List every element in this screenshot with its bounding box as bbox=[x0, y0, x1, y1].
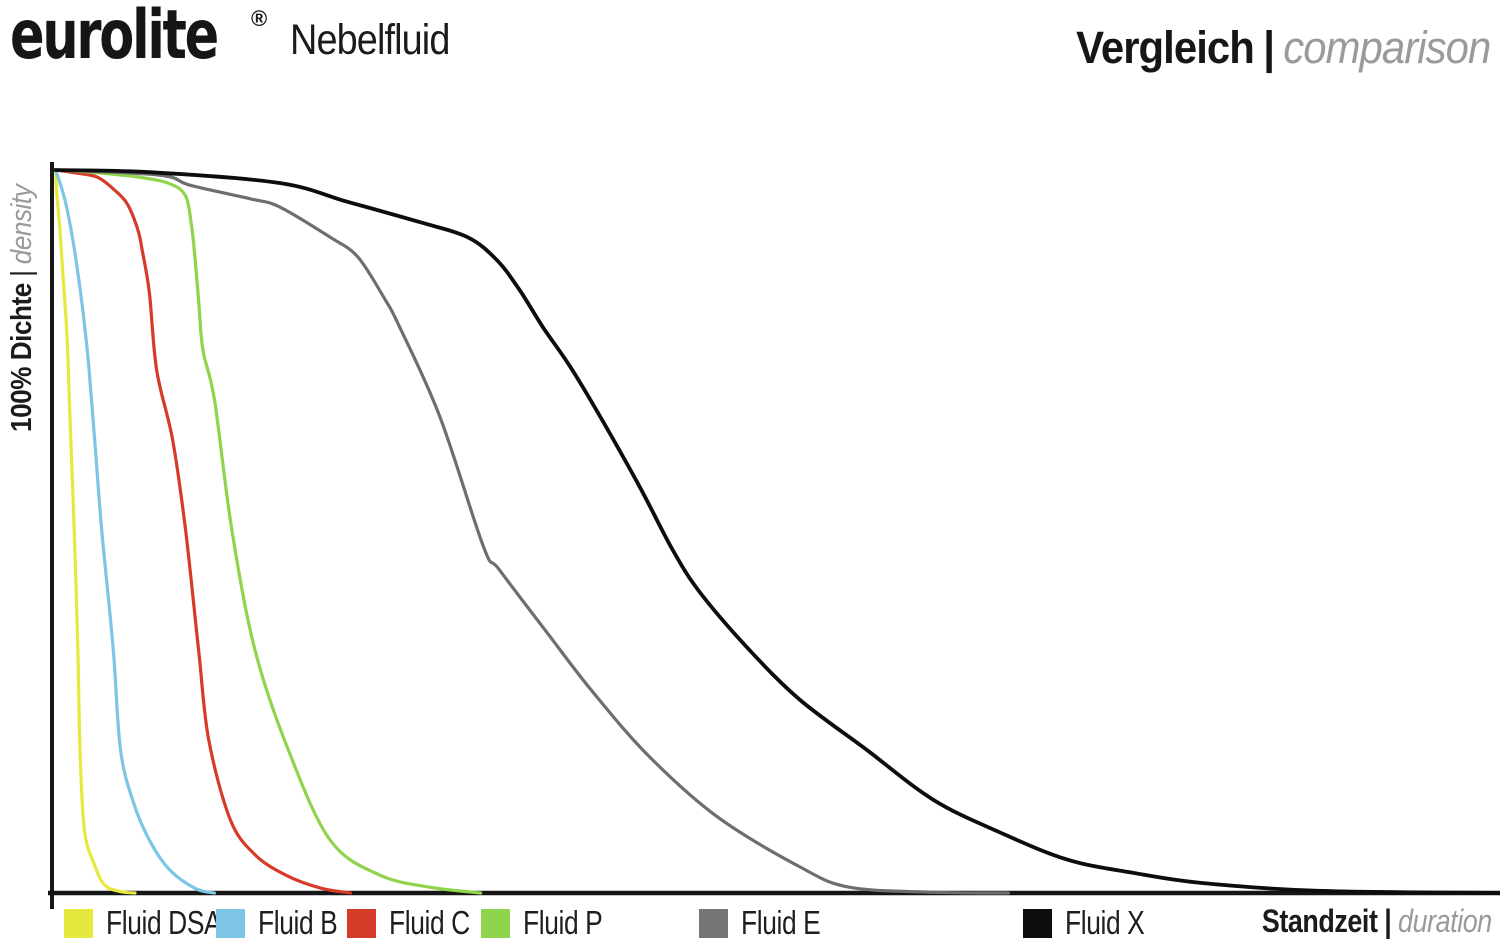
legend-item-fluid-x: Fluid X bbox=[1023, 904, 1164, 941]
legend-label: Fluid C bbox=[389, 904, 470, 941]
legend-label: Fluid DSA bbox=[106, 904, 222, 941]
x-axis-separator: | bbox=[1384, 903, 1392, 939]
curve-fluid-dsa bbox=[53, 168, 137, 895]
curve-fluid-c bbox=[53, 168, 352, 895]
page-title: Vergleich | comparison bbox=[1075, 22, 1491, 74]
y-axis-label: 100% Dichte | density bbox=[6, 185, 39, 432]
x-axis-label-german: Standzeit bbox=[1261, 903, 1378, 939]
legend-swatch-fluid-p bbox=[481, 908, 510, 938]
curve-fluid-e bbox=[53, 168, 1010, 895]
legend-swatch-fluid-dsa bbox=[64, 908, 93, 938]
legend-item-fluid-dsa: Fluid DSA bbox=[64, 904, 250, 941]
legend-swatch-fluid-b bbox=[216, 908, 245, 938]
product-name: Nebelfluid bbox=[290, 16, 450, 64]
legend-label: Fluid E bbox=[741, 904, 821, 941]
legend-label: Fluid P bbox=[523, 904, 603, 941]
curve-fluid-x bbox=[53, 168, 1500, 895]
x-axis-label-english: duration bbox=[1398, 903, 1492, 939]
y-axis-label-english: density bbox=[6, 184, 38, 265]
legend-label: Fluid X bbox=[1065, 904, 1145, 941]
page-title-english: comparison bbox=[1282, 22, 1491, 73]
curve-fluid-p bbox=[53, 168, 483, 895]
legend-item-fluid-b: Fluid B bbox=[216, 904, 357, 941]
y-axis-label-german: 100% Dichte bbox=[6, 283, 38, 432]
legend-swatch-fluid-e bbox=[699, 908, 728, 938]
legend-item-fluid-p: Fluid P bbox=[481, 904, 622, 941]
x-axis-label: Standzeit | duration bbox=[1262, 903, 1492, 940]
legend-label: Fluid B bbox=[258, 904, 338, 941]
title-separator: | bbox=[1262, 22, 1275, 73]
legend-swatch-fluid-c bbox=[347, 908, 376, 938]
legend-item-fluid-c: Fluid C bbox=[347, 904, 490, 941]
curve-fluid-b bbox=[53, 168, 217, 895]
y-axis-separator: | bbox=[6, 270, 38, 277]
legend-item-fluid-e: Fluid E bbox=[699, 904, 840, 941]
page-title-german: Vergleich bbox=[1075, 22, 1255, 73]
eurolite-logo: eurolite bbox=[10, 0, 219, 75]
registered-trademark-icon: ® bbox=[251, 6, 268, 31]
legend-swatch-fluid-x bbox=[1023, 908, 1052, 938]
